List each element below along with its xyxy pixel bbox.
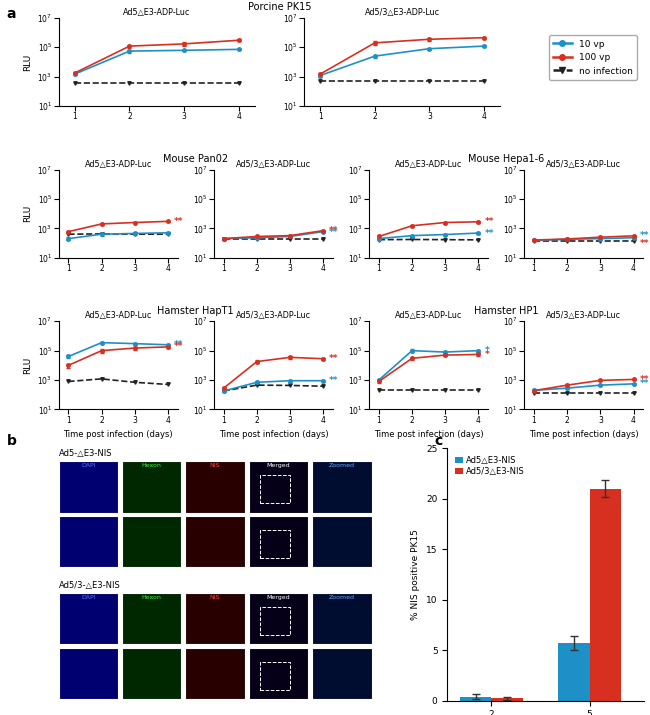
Y-axis label: RLU: RLU [23,357,32,374]
Y-axis label: RLU: RLU [23,54,32,71]
FancyBboxPatch shape [313,593,372,644]
X-axis label: Time post infection (days): Time post infection (days) [374,430,484,439]
FancyBboxPatch shape [249,516,308,568]
FancyBboxPatch shape [185,461,244,513]
FancyBboxPatch shape [58,516,118,568]
Text: b: b [6,433,16,448]
Text: Zoomed: Zoomed [329,595,355,600]
Text: Ad5/3-△E3-NIS: Ad5/3-△E3-NIS [58,581,120,591]
Title: Ad5△E3-ADP-Luc: Ad5△E3-ADP-Luc [123,8,190,17]
Text: Mouse Pan02: Mouse Pan02 [163,154,228,164]
FancyBboxPatch shape [122,516,181,568]
Text: Hamster HP1: Hamster HP1 [474,305,538,315]
Text: Mouse Hepa1-6: Mouse Hepa1-6 [468,154,544,164]
Bar [590,488,621,701]
Y-axis label: % NIS positive PK15: % NIS positive PK15 [411,529,421,620]
Y-axis label: RLU: RLU [23,205,32,222]
Text: Porcine PK15: Porcine PK15 [248,2,311,12]
Text: **: ** [640,232,649,240]
Text: Zoomed: Zoomed [329,463,355,468]
FancyBboxPatch shape [313,461,372,513]
Text: **: ** [174,340,183,350]
X-axis label: Time post infection (days): Time post infection (days) [64,430,173,439]
FancyBboxPatch shape [185,593,244,644]
Title: Ad5/3△E3-ADP-Luc: Ad5/3△E3-ADP-Luc [365,8,439,17]
Text: **: ** [329,376,339,385]
X-axis label: Time post infection (days): Time post infection (days) [529,430,638,439]
FancyBboxPatch shape [185,648,244,699]
FancyBboxPatch shape [122,648,181,699]
Title: Ad5/3△E3-ADP-Luc: Ad5/3△E3-ADP-Luc [236,159,311,169]
FancyBboxPatch shape [58,648,118,699]
Legend: Ad5△E3-NIS, Ad5/3△E3-NIS: Ad5△E3-NIS, Ad5/3△E3-NIS [452,453,528,480]
FancyBboxPatch shape [313,516,372,568]
Title: Ad5/3△E3-ADP-Luc: Ad5/3△E3-ADP-Luc [546,312,621,320]
FancyBboxPatch shape [249,648,308,699]
Text: Hexon: Hexon [142,595,161,600]
FancyBboxPatch shape [122,593,181,644]
Text: Merged: Merged [266,463,291,468]
X-axis label: Time post infection (days): Time post infection (days) [218,430,328,439]
Title: Ad5△E3-ADP-Luc: Ad5△E3-ADP-Luc [395,312,462,320]
Bar [491,698,523,701]
Text: Hexon: Hexon [142,463,161,468]
Text: **: ** [640,375,649,384]
Text: **: ** [640,380,649,388]
Text: DAPI: DAPI [81,463,96,468]
Title: Ad5/3△E3-ADP-Luc: Ad5/3△E3-ADP-Luc [546,159,621,169]
FancyBboxPatch shape [58,461,118,513]
Text: Ad5-△E3-NIS: Ad5-△E3-NIS [58,450,112,458]
FancyBboxPatch shape [185,516,244,568]
Text: Merged: Merged [266,595,291,600]
Text: **: ** [484,229,494,237]
Text: **: ** [484,217,494,226]
Text: **: ** [174,217,183,226]
Text: **: ** [174,342,183,351]
FancyBboxPatch shape [58,593,118,644]
Text: c: c [434,433,443,448]
Text: **: ** [329,228,339,237]
Legend: 10 vp, 100 vp, no infection: 10 vp, 100 vp, no infection [549,35,637,80]
Text: DAPI: DAPI [81,595,96,600]
Text: **: ** [329,226,339,235]
FancyBboxPatch shape [313,648,372,699]
Text: Hamster HapT1: Hamster HapT1 [157,305,234,315]
FancyBboxPatch shape [249,593,308,644]
Text: **: ** [329,354,339,363]
Title: Ad5△E3-ADP-Luc: Ad5△E3-ADP-Luc [395,159,462,169]
Title: Ad5△E3-ADP-Luc: Ad5△E3-ADP-Luc [84,312,152,320]
Bar [558,643,590,701]
Title: Ad5△E3-ADP-Luc: Ad5△E3-ADP-Luc [84,159,152,169]
Text: a: a [6,7,16,21]
Text: NIS: NIS [210,463,220,468]
Text: *: * [484,346,489,355]
Title: Ad5/3△E3-ADP-Luc: Ad5/3△E3-ADP-Luc [236,312,311,320]
Text: *: * [484,350,489,359]
Text: NIS: NIS [210,595,220,600]
FancyBboxPatch shape [249,461,308,513]
Text: **: ** [640,239,649,247]
Bar [460,696,491,701]
FancyBboxPatch shape [122,461,181,513]
